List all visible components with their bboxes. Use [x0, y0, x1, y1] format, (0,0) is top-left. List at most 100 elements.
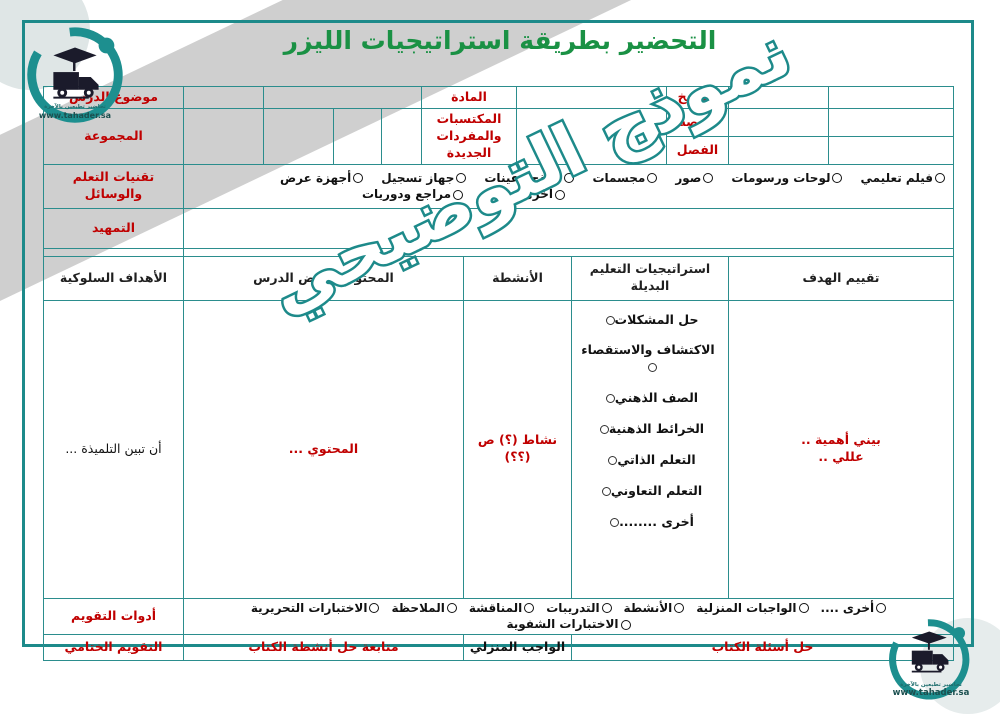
- cell-period-blank-a[interactable]: [828, 107, 954, 137]
- aids-options-row-2: أخرى ........ مراجع ودوريات: [188, 186, 949, 202]
- radio-circle-icon[interactable]: [876, 603, 887, 613]
- logo-top-left: تحاضير تطبعين بالآخرة www.tahader.sa: [16, 18, 134, 136]
- radio-circle-icon[interactable]: [674, 603, 685, 613]
- cell-lesson-topic-value[interactable]: [262, 86, 422, 109]
- header-strategies: استراتيجيات التعليم البديلة: [571, 255, 729, 301]
- cell-content-value[interactable]: المحتوي ...: [182, 299, 465, 599]
- aid-option-boards[interactable]: لوحات ورسومات: [731, 170, 843, 186]
- radio-circle-icon[interactable]: [554, 189, 565, 200]
- table-row-main-headers: تقييم الهدف استراتيجيات التعليم البديلة …: [42, 255, 954, 301]
- assessment-option-exercises[interactable]: التدريبات: [546, 600, 612, 616]
- label-date: التاريخ: [666, 86, 729, 109]
- cell-group-value[interactable]: [262, 107, 334, 165]
- lesson-plan-table-wrapper: التاريخ المادة موضوع الدرس الحصة المكتسب…: [42, 86, 955, 662]
- label-subject: المادة: [420, 86, 518, 109]
- aid-option-projector[interactable]: أجهزة عرض: [280, 170, 364, 186]
- assessment-option-other[interactable]: أخرى ....: [821, 600, 887, 616]
- aid-option-models3d[interactable]: مجسمات: [592, 170, 658, 186]
- cell-new-vocab-value[interactable]: [516, 107, 667, 165]
- cell-spacer-group: [182, 107, 264, 165]
- cell-teaching-aids-options[interactable]: فيلم تعليمي لوحات ورسومات صور مجسمات نما…: [182, 163, 955, 209]
- radio-circle-icon[interactable]: [446, 603, 457, 613]
- assessment-option-written[interactable]: الاختبارات التحريرية: [251, 600, 380, 616]
- cell-period-blank-b[interactable]: [728, 107, 829, 137]
- radio-circle-icon[interactable]: [703, 173, 714, 184]
- table-row-final: حل أسئلة الكتاب الواجب المنزلي متابعة حل…: [42, 634, 954, 662]
- label-new-vocab: المكتسبات والمفردات الجديدة: [420, 107, 518, 165]
- list-item[interactable]: الخرائط الذهنية: [576, 414, 720, 445]
- logo-tagline-top: تحاضير تطبعين بالآخرة: [44, 104, 106, 110]
- assessment-option-homework[interactable]: الواجبات المنزلية: [696, 600, 809, 616]
- label-period: الحصة: [666, 107, 729, 137]
- list-item[interactable]: الصف الذهني: [576, 383, 720, 414]
- evaluation-line-1: بيني أهمية ..: [801, 432, 881, 448]
- table-row-main-body: بيني أهمية .. عللي .. حل المشكلات الاكتش…: [42, 299, 954, 599]
- list-item[interactable]: حل المشكلات: [576, 305, 720, 336]
- cell-assessment-options[interactable]: أخرى .... الواجبات المنزلية الأنشطة التد…: [182, 597, 955, 636]
- cell-class-blank-b[interactable]: [728, 135, 829, 165]
- table-row-period: الحصة المكتسبات والمفردات الجديدة المجمو…: [42, 107, 954, 165]
- label-teaching-aids: تقنيات التعلم والوسائل: [42, 163, 184, 209]
- logo-site-top: www.tahader.sa: [38, 111, 112, 120]
- radio-circle-icon[interactable]: [601, 603, 612, 613]
- radio-circle-icon[interactable]: [620, 619, 631, 630]
- label-assessment-tools: أدوات التقويم: [42, 597, 184, 636]
- radio-circle-icon[interactable]: [456, 173, 467, 184]
- assessment-option-observation[interactable]: الملاحظة: [391, 600, 457, 616]
- cell-activities-value[interactable]: نشاط (؟) ص (؟؟): [463, 299, 572, 599]
- logo-bottom-right: تحاضير تطبعين بالآخرة www.tahader.sa: [876, 614, 986, 710]
- cell-class-value[interactable]: [828, 86, 954, 109]
- radio-circle-icon[interactable]: [524, 603, 535, 613]
- aid-option-film[interactable]: فيلم تعليمي: [860, 170, 945, 186]
- cell-evaluation-value[interactable]: بيني أهمية .. عللي ..: [728, 299, 954, 599]
- aid-option-samples[interactable]: نماذج وعينات: [484, 170, 575, 186]
- aid-option-recorder[interactable]: جهاز تسجيل: [381, 170, 467, 186]
- cell-class-blank-a[interactable]: [828, 135, 954, 165]
- header-objectives: الأهداف السلوكية: [42, 255, 184, 301]
- list-item[interactable]: التعلم التعاوني: [576, 476, 720, 507]
- logo-site-bottom: www.tahader.sa: [892, 688, 970, 698]
- aid-option-other[interactable]: أخرى ........: [481, 186, 565, 202]
- radio-circle-icon[interactable]: [647, 173, 658, 184]
- aid-option-references[interactable]: مراجع ودوريات: [362, 186, 464, 202]
- page-title: التحضير بطريقة استراتيجيات الليزر: [283, 26, 717, 55]
- bullet-circle-icon: [605, 394, 615, 404]
- list-item[interactable]: التعلم الذاتي: [576, 445, 720, 476]
- cell-strategies-list[interactable]: حل المشكلات الاكتشاف والاستقصاء الصف الذ…: [571, 299, 729, 599]
- label-final-evaluation: التقويم الختامي: [42, 634, 184, 662]
- cell-spacer-topic: [182, 86, 264, 109]
- table-row-teaching-aids: فيلم تعليمي لوحات ورسومات صور مجسمات نما…: [42, 163, 955, 209]
- aid-option-pictures[interactable]: صور: [675, 170, 714, 186]
- radio-circle-icon[interactable]: [453, 189, 464, 200]
- radio-circle-icon[interactable]: [369, 603, 380, 613]
- table-row-intro: التمهيد: [42, 207, 955, 249]
- cell-group-blank-a[interactable]: [380, 107, 422, 165]
- table-row-assessment-tools: أخرى .... الواجبات المنزلية الأنشطة التد…: [42, 597, 955, 636]
- cell-subject-value[interactable]: [516, 86, 667, 109]
- evaluation-line-2: عللي ..: [818, 449, 864, 464]
- cell-group-blank-b[interactable]: [332, 107, 382, 165]
- strategies-list: حل المشكلات الاكتشاف والاستقصاء الصف الذ…: [576, 303, 724, 540]
- header-evaluation: تقييم الهدف: [728, 255, 954, 301]
- radio-circle-icon[interactable]: [935, 173, 945, 184]
- cell-followup-value[interactable]: متابعة حل أنشطة الكتاب: [182, 634, 465, 662]
- radio-circle-icon[interactable]: [798, 603, 809, 613]
- assessment-option-activities[interactable]: الأنشطة: [624, 600, 685, 616]
- radio-circle-icon[interactable]: [353, 173, 364, 184]
- cell-objectives-value[interactable]: أن تبين التلميذة ...: [42, 299, 184, 599]
- radio-circle-icon[interactable]: [564, 173, 575, 184]
- assessment-option-discussion[interactable]: المناقشة: [469, 600, 535, 616]
- cell-date-blank[interactable]: [728, 86, 829, 109]
- list-item[interactable]: أخرى ........: [576, 507, 720, 538]
- logo-tagline-bottom: تحاضير تطبعين بالآخرة: [900, 682, 962, 688]
- list-item[interactable]: الاكتشاف والاستقصاء: [576, 335, 720, 383]
- cell-intro-value[interactable]: [182, 207, 955, 249]
- radio-circle-icon[interactable]: [832, 173, 843, 184]
- cell-spacer: [182, 247, 955, 257]
- bullet-circle-icon: [605, 315, 615, 325]
- bullet-circle-icon: [608, 455, 618, 465]
- assessment-option-oral[interactable]: الاختبارات الشفوية: [506, 616, 631, 632]
- label-intro: التمهيد: [42, 207, 184, 249]
- aids-options-row-1: فيلم تعليمي لوحات ورسومات صور مجسمات نما…: [188, 170, 949, 186]
